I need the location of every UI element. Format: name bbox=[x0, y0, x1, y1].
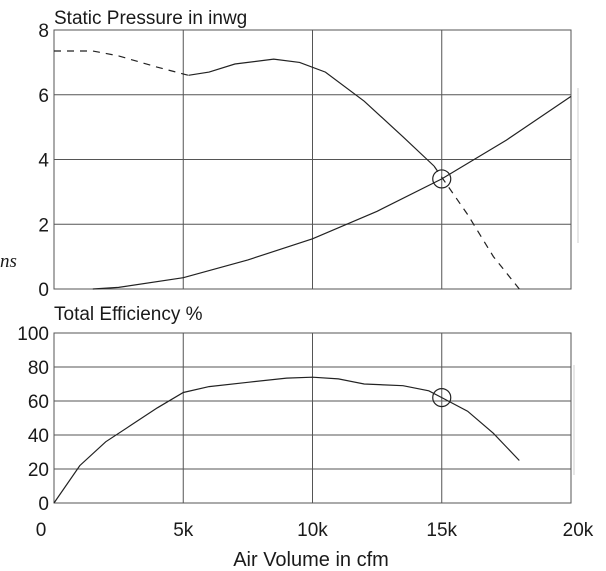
x-tick-labels: 0 5k 10k 15k 20k bbox=[36, 520, 594, 541]
x-axis-label: Air Volume in cfm bbox=[233, 549, 389, 571]
series-1-line bbox=[92, 95, 572, 290]
x-tick-label: 15k bbox=[426, 520, 457, 541]
y-tick-label: 4 bbox=[38, 151, 49, 172]
series-lines bbox=[53, 376, 520, 504]
series-0-dashed-segment bbox=[54, 50, 189, 76]
y-tick-label: 80 bbox=[28, 358, 49, 379]
series-0-dashed-segment bbox=[433, 165, 520, 290]
grid-lines bbox=[54, 333, 571, 503]
chart-title: Total Efficiency % bbox=[54, 304, 203, 325]
plot-frame bbox=[53, 29, 572, 290]
total-efficiency-chart: Total Efficiency % 0 20 40 60 80 100 bbox=[17, 304, 572, 515]
x-tick-label: 10k bbox=[297, 520, 328, 541]
y-tick-labels: 0 2 4 6 8 bbox=[38, 21, 49, 301]
y-tick-label: 100 bbox=[17, 324, 49, 345]
series-0-solid-segment bbox=[188, 58, 435, 167]
x-tick-label: 0 bbox=[36, 520, 47, 541]
y-tick-label: 0 bbox=[38, 494, 49, 515]
y-tick-label: 0 bbox=[38, 280, 49, 301]
operating-point-marker bbox=[432, 169, 452, 189]
y-tick-label: 6 bbox=[38, 86, 49, 107]
y-tick-labels: 0 20 40 60 80 100 bbox=[17, 324, 49, 515]
grid-lines bbox=[54, 30, 571, 289]
series-lines bbox=[54, 50, 572, 290]
x-tick-label: 20k bbox=[563, 520, 594, 541]
chart-title: Static Pressure in inwg bbox=[54, 8, 247, 29]
static-pressure-chart: Static Pressure in inwg 0 2 4 6 8 bbox=[38, 8, 572, 301]
y-tick-label: 8 bbox=[38, 21, 49, 42]
y-tick-label: 60 bbox=[28, 392, 49, 413]
y-tick-label: 20 bbox=[28, 460, 49, 481]
series-0-line bbox=[53, 376, 520, 504]
y-tick-label: 40 bbox=[28, 426, 49, 447]
plot-frame bbox=[53, 332, 572, 504]
operating-point-marker bbox=[432, 388, 452, 408]
margin-text-fragment: ns bbox=[0, 251, 17, 272]
y-tick-label: 2 bbox=[38, 215, 49, 236]
x-tick-label: 5k bbox=[173, 520, 194, 541]
